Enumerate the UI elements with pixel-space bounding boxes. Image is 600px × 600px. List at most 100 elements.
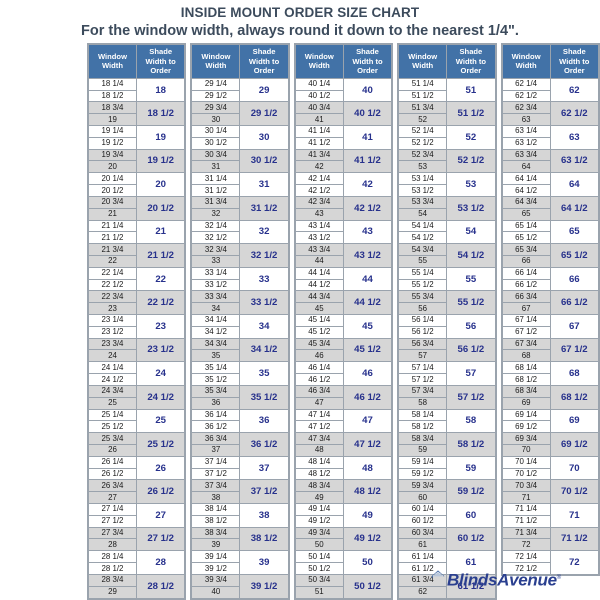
window-width-cell: 45 3/4 bbox=[294, 337, 344, 351]
window-width-cell: 48 1/2 bbox=[294, 467, 344, 481]
column-header-window-width: Window Width bbox=[398, 44, 448, 79]
window-width-cell: 39 3/4 bbox=[191, 573, 241, 587]
table-row: 37 1/4 37 bbox=[191, 455, 289, 481]
shade-width-cell: 24 bbox=[135, 361, 186, 386]
window-width-cell: 50 1/2 bbox=[294, 562, 344, 575]
window-width-cell: 66 bbox=[501, 254, 551, 268]
window-width-cell: 58 1/2 bbox=[398, 420, 448, 434]
table-row: 40 3/4 40 1/2 bbox=[294, 101, 393, 127]
table-row: 53 bbox=[398, 160, 495, 174]
table-row: 55 bbox=[398, 254, 495, 268]
shade-width-cell: 69 1/2 bbox=[549, 432, 600, 457]
window-width-cell: 22 1/4 bbox=[88, 266, 137, 280]
window-width-cell: 59 1/2 bbox=[398, 467, 448, 481]
window-width-cell: 46 3/4 bbox=[294, 384, 344, 398]
window-width-cell: 65 1/4 bbox=[501, 219, 551, 233]
window-width-cell: 29 bbox=[88, 585, 137, 599]
window-width-cell: 44 1/2 bbox=[294, 278, 344, 292]
window-width-cell: 43 3/4 bbox=[294, 243, 344, 256]
window-width-cell: 67 1/4 bbox=[501, 314, 551, 327]
window-width-cell: 64 1/2 bbox=[501, 184, 551, 197]
window-width-cell: 35 3/4 bbox=[191, 384, 241, 398]
table-row: 61 1/4 61 bbox=[398, 550, 496, 575]
window-width-cell: 33 3/4 bbox=[191, 290, 241, 304]
window-width-cell: 65 1/2 bbox=[501, 231, 551, 245]
window-width-cell: 71 1/2 bbox=[501, 514, 551, 528]
window-width-cell: 37 1/2 bbox=[191, 467, 241, 481]
shade-width-cell: 27 bbox=[135, 503, 186, 528]
logo-trademark: ® bbox=[556, 575, 561, 582]
column-header-shade-width: Shade Width to Order bbox=[135, 44, 186, 79]
table-row: 59 3/4 59 1/2 bbox=[398, 479, 496, 505]
window-width-cell: 67 1/2 bbox=[501, 325, 551, 339]
window-width-cell: 66 1/4 bbox=[501, 266, 551, 280]
size-group: Window Width Shade Width to Order 62 1/4 62… bbox=[500, 43, 600, 576]
window-width-cell: 27 bbox=[88, 491, 137, 505]
table-row: 25 3/4 25 1/2 bbox=[88, 432, 186, 457]
window-width-cell: 28 bbox=[88, 538, 137, 552]
shade-width-cell: 31 1/2 bbox=[239, 195, 289, 221]
blindsavenue-logo[interactable]: BlindsAvenue® bbox=[430, 569, 561, 590]
shade-width-cell: 52 bbox=[446, 125, 496, 150]
shade-width-cell: 50 1/2 bbox=[342, 573, 393, 599]
size-table: Window Width Shade Width to Order 62 1/4 62… bbox=[501, 44, 600, 575]
window-width-cell: 35 bbox=[191, 349, 241, 363]
window-width-cell: 36 bbox=[191, 396, 241, 410]
shade-width-cell: 54 bbox=[446, 219, 496, 245]
shade-width-cell: 24 1/2 bbox=[135, 384, 186, 410]
window-width-cell: 43 bbox=[294, 207, 344, 221]
window-width-cell: 45 1/2 bbox=[294, 325, 344, 339]
window-width-cell: 64 bbox=[501, 160, 551, 174]
table-row: 30 3/4 30 1/2 bbox=[191, 148, 289, 174]
table-row: 28 1/4 28 bbox=[88, 550, 186, 575]
shade-width-cell: 48 bbox=[342, 455, 393, 481]
shade-width-cell: 43 bbox=[342, 219, 393, 245]
window-width-cell: 32 bbox=[191, 207, 241, 221]
window-width-cell: 40 3/4 bbox=[294, 101, 344, 115]
table-row: 44 1/2 bbox=[294, 278, 391, 292]
window-width-cell: 38 3/4 bbox=[191, 526, 241, 540]
shade-width-cell: 71 1/2 bbox=[549, 526, 600, 552]
table-header-row: Window Width Shade Width to Order bbox=[191, 44, 289, 79]
window-width-cell: 44 3/4 bbox=[294, 290, 344, 304]
table-row: 65 3/4 65 1/2 bbox=[501, 243, 600, 268]
shade-width-cell: 67 bbox=[549, 314, 600, 339]
column-header-window-width: Window Width bbox=[501, 44, 551, 79]
window-width-cell: 66 3/4 bbox=[501, 290, 551, 304]
table-row: 70 1/4 70 bbox=[501, 455, 600, 481]
table-row: 62 3/4 62 1/2 bbox=[501, 101, 600, 127]
window-width-cell: 51 1/2 bbox=[398, 89, 448, 103]
table-row: 65 1/2 bbox=[501, 231, 598, 245]
window-width-cell: 69 bbox=[501, 396, 551, 410]
table-row: 23 1/4 23 bbox=[88, 314, 186, 339]
window-width-cell: 20 3/4 bbox=[88, 195, 137, 209]
shade-width-cell: 25 1/2 bbox=[135, 432, 186, 457]
table-row: 58 3/4 58 1/2 bbox=[398, 432, 496, 457]
window-width-cell: 39 1/2 bbox=[191, 562, 241, 575]
table-row: 66 3/4 66 1/2 bbox=[501, 290, 600, 316]
window-width-cell: 70 1/4 bbox=[501, 455, 551, 469]
window-width-cell: 60 1/4 bbox=[398, 503, 448, 516]
shade-width-cell: 55 bbox=[446, 266, 496, 292]
window-width-cell: 52 3/4 bbox=[398, 148, 448, 162]
shade-width-cell: 46 1/2 bbox=[342, 384, 393, 410]
table-row: 34 1/4 34 bbox=[191, 314, 289, 339]
window-width-cell: 27 1/2 bbox=[88, 514, 137, 528]
shade-width-cell: 63 bbox=[549, 125, 600, 150]
table-row: 50 1/4 50 bbox=[294, 550, 393, 575]
shade-width-cell: 50 bbox=[342, 550, 393, 575]
shade-width-cell: 27 1/2 bbox=[135, 526, 186, 552]
window-width-cell: 18 1/2 bbox=[88, 89, 137, 103]
table-row: 41 bbox=[294, 113, 391, 127]
window-width-cell: 63 1/2 bbox=[501, 136, 551, 150]
window-width-cell: 41 bbox=[294, 113, 344, 127]
shade-width-cell: 70 1/2 bbox=[549, 479, 600, 505]
table-row: 47 1/4 47 bbox=[294, 408, 393, 434]
shade-width-cell: 26 1/2 bbox=[135, 479, 186, 505]
table-row: 67 1/4 67 bbox=[501, 314, 600, 339]
table-row: 22 1/4 22 bbox=[88, 266, 186, 292]
table-row: 57 1/2 bbox=[398, 373, 495, 386]
window-width-cell: 59 bbox=[398, 443, 448, 457]
table-row: 57 1/4 57 bbox=[398, 361, 496, 386]
window-width-cell: 41 3/4 bbox=[294, 148, 344, 162]
